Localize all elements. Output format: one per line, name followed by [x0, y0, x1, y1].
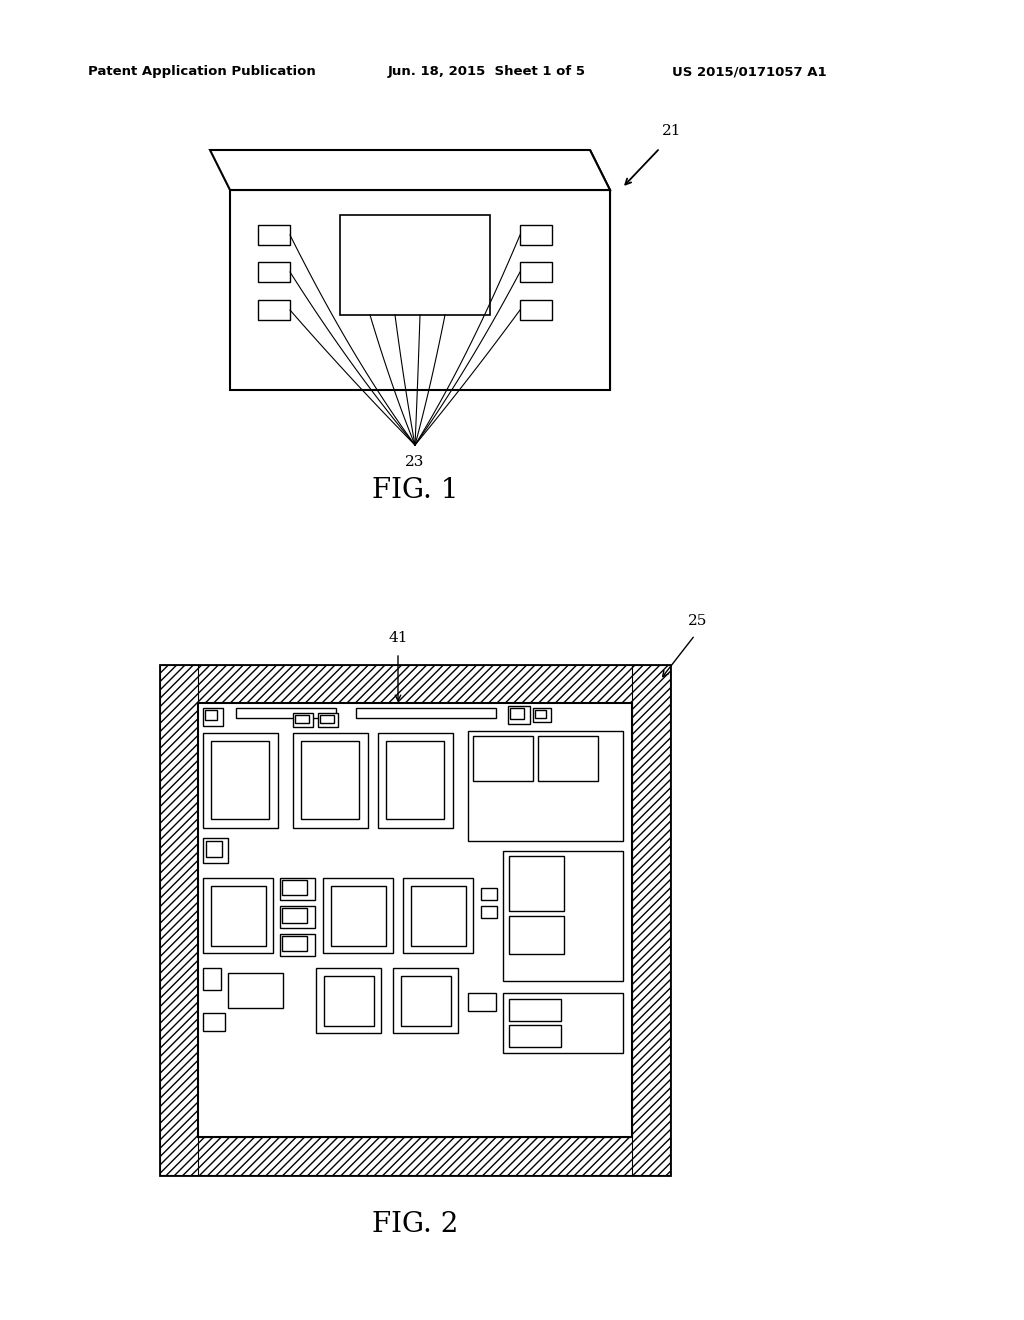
Bar [160, 665, 198, 1175]
Text: Jun. 18, 2015  Sheet 1 of 5: Jun. 18, 2015 Sheet 1 of 5 [388, 66, 586, 78]
Bar [280, 906, 315, 928]
Bar [160, 1137, 670, 1175]
Bar [468, 993, 496, 1011]
Bar [316, 968, 381, 1034]
Text: 25: 25 [688, 614, 708, 628]
Bar [318, 713, 338, 727]
Bar [211, 886, 266, 946]
Bar [203, 1012, 225, 1031]
Bar [282, 908, 307, 923]
Bar [282, 936, 307, 950]
Bar [473, 737, 534, 781]
Bar [301, 741, 359, 818]
Bar [203, 878, 273, 953]
Bar [509, 1026, 561, 1047]
Bar [509, 916, 564, 954]
Bar [295, 715, 309, 723]
Polygon shape [520, 300, 552, 319]
Polygon shape [258, 261, 290, 282]
Bar [509, 855, 564, 911]
Bar [468, 731, 623, 841]
Polygon shape [230, 190, 610, 389]
Text: US 2015/0171057 A1: US 2015/0171057 A1 [672, 66, 826, 78]
Bar [535, 710, 546, 718]
Bar [206, 841, 222, 857]
Bar [411, 886, 466, 946]
Bar [386, 741, 444, 818]
Polygon shape [210, 150, 610, 190]
Bar [503, 851, 623, 981]
Text: Patent Application Publication: Patent Application Publication [88, 66, 315, 78]
Text: 23: 23 [406, 455, 425, 469]
Bar [538, 737, 598, 781]
Polygon shape [258, 300, 290, 319]
Bar [378, 733, 453, 828]
Bar [319, 715, 334, 723]
Bar [236, 708, 336, 718]
Bar [393, 968, 458, 1034]
Polygon shape [590, 150, 610, 389]
Bar [211, 741, 269, 818]
Text: FIG. 1: FIG. 1 [372, 477, 459, 503]
Bar [293, 713, 313, 727]
Bar [534, 708, 551, 722]
Bar [293, 733, 368, 828]
Polygon shape [520, 224, 552, 246]
Bar [324, 975, 374, 1026]
Polygon shape [258, 224, 290, 246]
Bar [203, 733, 278, 828]
Bar [401, 975, 451, 1026]
Text: 21: 21 [663, 124, 682, 139]
Bar [282, 880, 307, 895]
Bar [510, 708, 524, 719]
Bar [203, 838, 228, 863]
Bar [508, 706, 530, 723]
Bar [203, 708, 223, 726]
Bar [160, 665, 670, 704]
Bar [481, 888, 497, 900]
Bar [203, 968, 221, 990]
Bar [509, 999, 561, 1020]
Bar [228, 973, 283, 1008]
Bar [160, 665, 670, 1175]
Bar [481, 906, 497, 917]
Bar [356, 708, 496, 718]
Bar [503, 993, 623, 1053]
Bar [331, 886, 386, 946]
Bar [198, 704, 632, 1137]
Bar [632, 665, 670, 1175]
Bar [280, 935, 315, 956]
Bar [280, 878, 315, 900]
Polygon shape [340, 215, 490, 315]
Bar [205, 710, 217, 719]
Bar [323, 878, 393, 953]
Bar [403, 878, 473, 953]
Text: 41: 41 [388, 631, 408, 645]
Text: FIG. 2: FIG. 2 [372, 1212, 458, 1238]
Polygon shape [520, 261, 552, 282]
